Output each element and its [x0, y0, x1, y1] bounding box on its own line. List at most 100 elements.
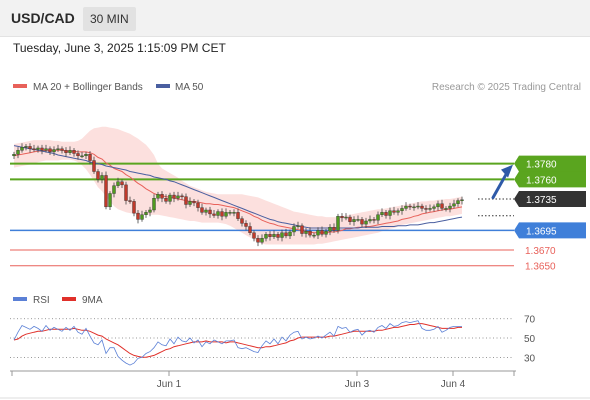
- candle-body: [256, 238, 260, 243]
- candle: [24, 144, 28, 151]
- candle: [324, 228, 328, 238]
- candle: [412, 203, 416, 211]
- candle-body: [48, 148, 52, 153]
- candle: [436, 200, 440, 211]
- candle-body: [332, 227, 336, 231]
- main-legend: MA 20 + Bollinger Bands MA 50 Research ©…: [13, 82, 581, 93]
- candle-body: [52, 149, 56, 153]
- candle: [244, 220, 248, 231]
- candle: [128, 196, 132, 204]
- timestamp: Tuesday, June 3, 2025 1:15:09 PM CET: [13, 41, 226, 55]
- candle: [220, 208, 224, 221]
- candle-body: [80, 155, 84, 158]
- candle-body: [20, 146, 24, 151]
- forecast: [478, 164, 514, 217]
- candle-body: [436, 203, 440, 208]
- candle: [224, 208, 228, 219]
- candle: [356, 215, 360, 222]
- candle: [100, 172, 104, 184]
- candle-body: [320, 230, 324, 235]
- candle: [328, 224, 332, 236]
- candle: [60, 146, 64, 154]
- candle-body: [356, 219, 360, 221]
- candle: [300, 223, 304, 237]
- chart-header: USD/CAD 30 MIN: [0, 0, 590, 37]
- rsi-ma-legend-swatch: [62, 297, 76, 301]
- candles: [12, 143, 464, 247]
- candle: [252, 230, 256, 242]
- level-tag-1.3780: [514, 155, 586, 172]
- candle-body: [236, 212, 240, 219]
- candle: [420, 203, 424, 212]
- candle: [396, 208, 400, 216]
- candle: [112, 182, 116, 198]
- candle-body: [36, 147, 40, 150]
- candle-body: [104, 175, 108, 208]
- candle: [256, 235, 260, 247]
- candle: [364, 217, 368, 229]
- candle-body: [324, 230, 328, 235]
- candle-body: [108, 193, 112, 208]
- candle: [56, 144, 60, 152]
- candle-body: [240, 218, 244, 224]
- candle-body: [152, 198, 156, 211]
- candle-body: [140, 214, 144, 220]
- candle: [88, 151, 92, 165]
- rsi-line: [13, 320, 462, 366]
- candle: [440, 199, 444, 211]
- candle-body: [180, 195, 184, 198]
- candle-body: [316, 230, 320, 236]
- candle: [172, 191, 176, 203]
- candle-body: [224, 212, 228, 217]
- forecast-arrow-shaft: [491, 171, 509, 200]
- rsi-tick-label: 70: [524, 315, 536, 326]
- candle: [400, 205, 404, 215]
- candle: [176, 191, 180, 201]
- candle-body: [228, 212, 232, 214]
- candle: [452, 199, 456, 209]
- candle: [184, 193, 188, 209]
- candle: [260, 234, 264, 245]
- candle-body: [300, 225, 304, 234]
- candle: [44, 144, 48, 153]
- candle-body: [396, 210, 400, 213]
- symbol-title: USD/CAD: [11, 10, 75, 26]
- candle: [52, 146, 56, 156]
- candle: [48, 146, 52, 156]
- candle-body: [284, 232, 288, 237]
- candle: [228, 209, 232, 216]
- rsi-tick-label: 30: [524, 353, 536, 364]
- candle-body: [440, 203, 444, 209]
- candle-body: [276, 234, 280, 238]
- candle: [124, 181, 128, 205]
- candle-body: [164, 198, 168, 202]
- rsi-panel: 70 50 30: [10, 315, 536, 366]
- candle: [192, 199, 196, 207]
- candle-body: [420, 205, 424, 209]
- timeframe-badge[interactable]: 30 MIN: [83, 7, 136, 31]
- candle: [212, 209, 216, 218]
- candle: [460, 196, 464, 205]
- candle-body: [156, 194, 160, 199]
- candle-body: [184, 196, 188, 205]
- candle: [292, 223, 296, 236]
- candle: [344, 213, 348, 221]
- candle: [352, 216, 356, 226]
- candle: [164, 194, 168, 204]
- candle: [40, 144, 44, 155]
- candle-body: [128, 200, 132, 202]
- candle-body: [176, 195, 180, 199]
- candle-body: [368, 219, 372, 222]
- candle-body: [232, 212, 236, 214]
- level-label-1.3735: 1.3735: [526, 195, 557, 206]
- rsi-legend-label: RSI: [33, 295, 50, 306]
- candle-body: [428, 208, 432, 210]
- candle-body: [380, 212, 384, 215]
- candle-body: [120, 181, 124, 186]
- candle: [152, 194, 156, 213]
- candle: [404, 202, 408, 211]
- candle: [28, 143, 32, 153]
- candle-body: [200, 207, 204, 213]
- candle: [36, 145, 40, 153]
